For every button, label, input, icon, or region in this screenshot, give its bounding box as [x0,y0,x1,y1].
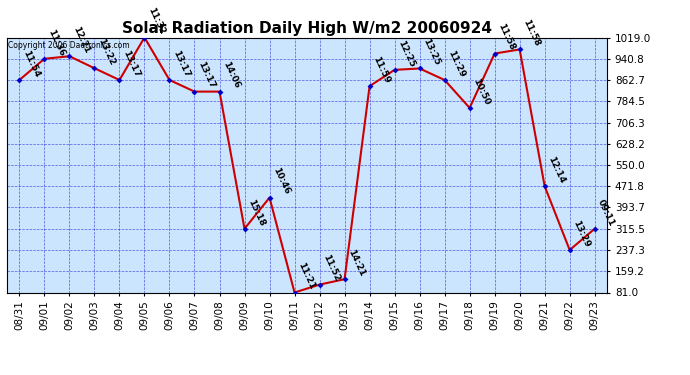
Text: 13:17: 13:17 [171,49,191,79]
Text: 10:46: 10:46 [271,166,291,196]
Text: 11:32: 11:32 [146,6,166,36]
Text: 11:58: 11:58 [521,18,541,48]
Text: 11:21: 11:21 [296,261,316,291]
Text: 13:17: 13:17 [121,49,141,79]
Text: 12:21: 12:21 [71,25,91,55]
Text: 09:11: 09:11 [596,198,616,227]
Text: 11:58: 11:58 [496,22,516,52]
Text: 14:06: 14:06 [221,60,241,90]
Text: 11:29: 11:29 [446,49,466,79]
Text: 12:14: 12:14 [546,155,566,185]
Text: 13:22: 13:22 [96,37,116,67]
Text: 13:25: 13:25 [421,38,441,67]
Text: 11:54: 11:54 [21,49,41,79]
Text: 15:18: 15:18 [246,198,266,227]
Text: 12:25: 12:25 [396,39,416,69]
Text: 11:36: 11:36 [46,28,66,57]
Text: 13:17: 13:17 [196,60,216,90]
Text: 10:50: 10:50 [471,77,491,106]
Text: 14:21: 14:21 [346,248,366,278]
Text: 11:52: 11:52 [321,254,341,283]
Text: 13:29: 13:29 [571,219,591,249]
Title: Solar Radiation Daily High W/m2 20060924: Solar Radiation Daily High W/m2 20060924 [122,21,492,36]
Text: Copyright 2006 Daetronics.com: Copyright 2006 Daetronics.com [8,41,130,50]
Text: 11:59: 11:59 [371,55,391,85]
